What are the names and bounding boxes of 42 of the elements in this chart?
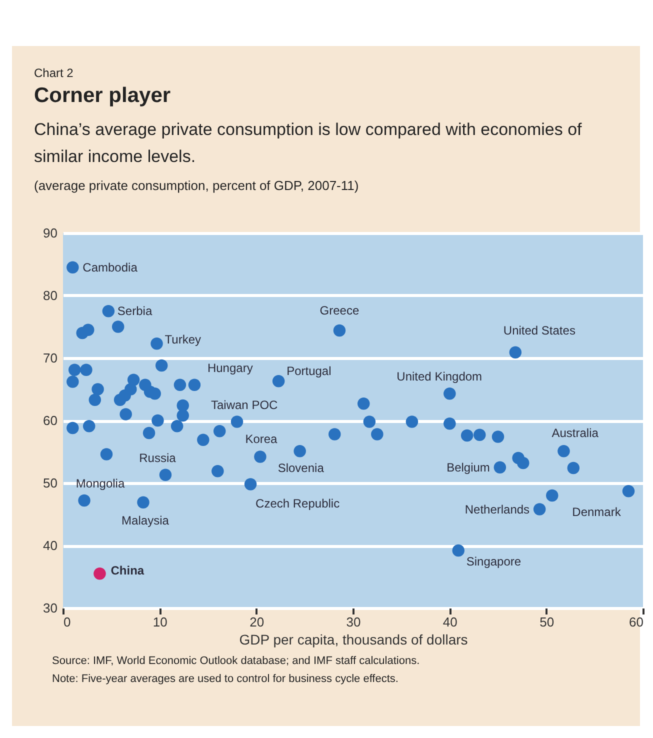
x-tick-label: 20 — [250, 614, 264, 630]
annotation: Singapore — [466, 554, 522, 568]
y-tick-label: 90 — [43, 226, 58, 240]
text: Note: Five-year averages are used to control for business cycle effects. — [52, 672, 400, 687]
annotation: Russia — [139, 450, 176, 465]
source-note: Source: IMF, World Economic Outlook database; and IMF staff calculations. — [52, 654, 420, 669]
y-tick-label: 40 — [43, 538, 58, 553]
chart-subtitle: China’s average private consumption is low compared with economies of similar income levels. — [34, 119, 583, 168]
y-tick-label: 80 — [43, 288, 58, 303]
annotation: Turkey — [164, 332, 201, 347]
annotation: Slovenia — [278, 461, 324, 476]
x-tick-label: 60 — [629, 614, 644, 630]
annotation: Netherlands — [464, 502, 530, 516]
x-axis-title: GDP per capita, thousands of dollars — [239, 632, 468, 648]
annotation: Hungary — [207, 360, 253, 375]
y-tick-label: 60 — [43, 413, 58, 428]
x-tick-label: 30 — [346, 614, 361, 630]
annotation: United Kingdom — [396, 370, 482, 384]
x-tick-label: 40 — [442, 614, 458, 630]
annotation: Korea — [245, 432, 278, 446]
y-tick-label: 30 — [43, 600, 58, 616]
x-tick-label: 0 — [64, 614, 71, 630]
chart-title: Corner player — [34, 84, 171, 108]
annotation: Belgium — [446, 460, 490, 474]
caption: Chart 2 — [34, 66, 74, 80]
annotation: Portugal — [286, 364, 332, 378]
annotation: Australia — [552, 426, 599, 440]
x-tick-label: 50 — [540, 614, 554, 630]
annotation: Malaysia — [122, 513, 170, 528]
y-tick-label: 50 — [43, 476, 58, 490]
annotation: Greece — [320, 304, 360, 318]
y-axis-title: (average private consumption, percent of GDP, 2007-11) — [34, 178, 359, 193]
annotation: Serbia — [117, 304, 152, 318]
annotation: Mongolia — [76, 476, 125, 490]
annotation: Denmark — [572, 505, 622, 520]
annotation: Czech Republic — [256, 496, 340, 510]
x-tick-label: 10 — [152, 614, 168, 630]
annotation: China — [110, 564, 144, 578]
annotation: Taiwan POC — [211, 398, 278, 412]
annotation: United States — [503, 323, 576, 338]
y-tick-label: 70 — [43, 350, 58, 366]
annotation: Cambodia — [82, 260, 138, 274]
